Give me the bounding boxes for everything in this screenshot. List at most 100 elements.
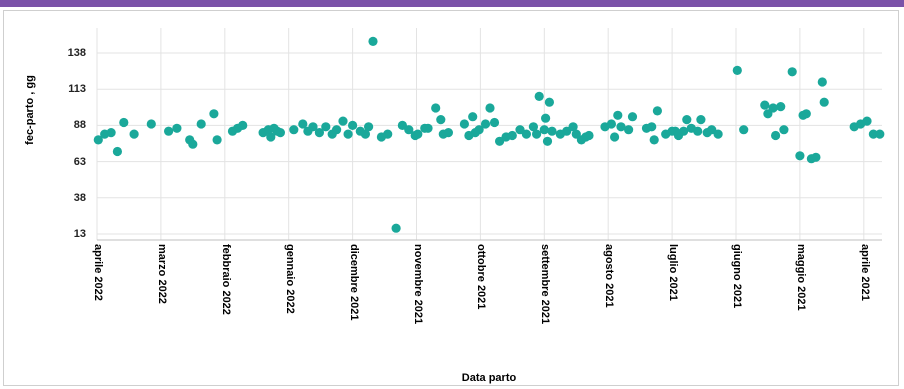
data-point [436, 115, 446, 125]
data-point [308, 122, 318, 132]
x-tick-label: giugno 2021 [731, 244, 743, 309]
data-point [679, 126, 689, 136]
data-point [383, 129, 393, 139]
x-tick-label: novembre 2021 [411, 244, 424, 325]
data-point [106, 128, 116, 138]
data-point [515, 125, 525, 135]
data-point [610, 132, 620, 142]
data-point [413, 129, 423, 139]
y-tick-label: 38 [73, 191, 86, 204]
data-point [431, 103, 441, 113]
data-point [627, 112, 638, 122]
data-point [768, 103, 778, 113]
data-point [172, 123, 182, 133]
data-point [212, 135, 222, 145]
data-point [568, 122, 578, 132]
data-point [624, 125, 634, 135]
data-point [647, 122, 657, 132]
data-point [338, 116, 348, 126]
data-point [93, 135, 103, 145]
data-point [779, 125, 789, 135]
data-point [474, 125, 484, 135]
data-point [739, 125, 749, 135]
y-axis-label: fec-parto , gg [24, 75, 36, 145]
y-tick-label: 88 [73, 119, 86, 132]
x-tick-label: luglio 2021 [667, 244, 680, 301]
data-point [819, 97, 829, 107]
data-point [547, 126, 557, 136]
y-tick-label: 13 [73, 228, 86, 240]
data-point [368, 36, 378, 47]
data-point [875, 129, 885, 139]
data-point [164, 126, 174, 136]
data-point [652, 106, 663, 116]
data-point [696, 115, 706, 125]
x-tick-label: settembre 2021 [539, 244, 552, 325]
vertical-gridlines [96, 28, 865, 240]
data-point [314, 128, 324, 138]
data-point [868, 129, 879, 139]
data-point [332, 125, 342, 135]
x-axis-label: Data parto [461, 372, 517, 384]
data-point [649, 135, 659, 145]
x-tick-label: gennaio 2022 [283, 244, 296, 314]
data-point [776, 102, 786, 112]
data-point [606, 119, 617, 129]
data-point [541, 113, 551, 123]
y-tick-label: 63 [73, 155, 86, 168]
data-point [209, 109, 219, 119]
data-point [801, 109, 811, 119]
data-point [146, 119, 156, 129]
data-point [562, 126, 572, 136]
data-point [787, 67, 797, 77]
data-point [196, 119, 206, 129]
data-point [817, 77, 827, 87]
data-point [343, 129, 353, 139]
data-point [534, 91, 544, 101]
data-point [348, 120, 358, 130]
data-point [616, 122, 626, 132]
x-tick-label: marzo 2022 [155, 244, 168, 304]
data-point [364, 122, 374, 132]
x-tick-label: aprile 2021 [858, 244, 871, 301]
y-tick-label: 138 [67, 47, 86, 59]
top-accent-bar [0, 0, 904, 7]
data-point [459, 119, 469, 129]
data-point [811, 152, 821, 162]
data-point [862, 116, 872, 126]
data-point [129, 129, 139, 139]
data-point [489, 117, 500, 128]
data-point [423, 123, 433, 133]
y-tick-label: 113 [68, 83, 86, 96]
x-tick-label: agosto 2021 [603, 244, 616, 308]
data-point [289, 125, 299, 135]
data-point [360, 129, 370, 139]
data-point [119, 117, 129, 128]
data-point [584, 130, 594, 141]
data-point [544, 97, 555, 107]
data-point [532, 129, 542, 139]
x-tick-label: febbraio 2022 [219, 244, 232, 315]
data-point [707, 125, 717, 135]
data-point [112, 146, 122, 157]
data-point [480, 119, 491, 129]
data-point [238, 120, 248, 130]
horizontal-gridlines [97, 52, 882, 235]
data-point [682, 115, 692, 125]
data-point [188, 139, 198, 149]
x-tick-label: maggio 2021 [794, 244, 807, 311]
data-point [507, 130, 517, 141]
data-point [795, 151, 805, 161]
data-point [298, 119, 308, 129]
data-point [391, 223, 401, 233]
data-point [404, 125, 414, 135]
data-point [613, 110, 623, 120]
data-point [539, 125, 549, 135]
data-point [485, 103, 495, 113]
data-points [93, 36, 885, 233]
x-tick-label: dicembre 2021 [347, 244, 360, 321]
data-point [760, 100, 770, 110]
data-point [321, 122, 331, 132]
